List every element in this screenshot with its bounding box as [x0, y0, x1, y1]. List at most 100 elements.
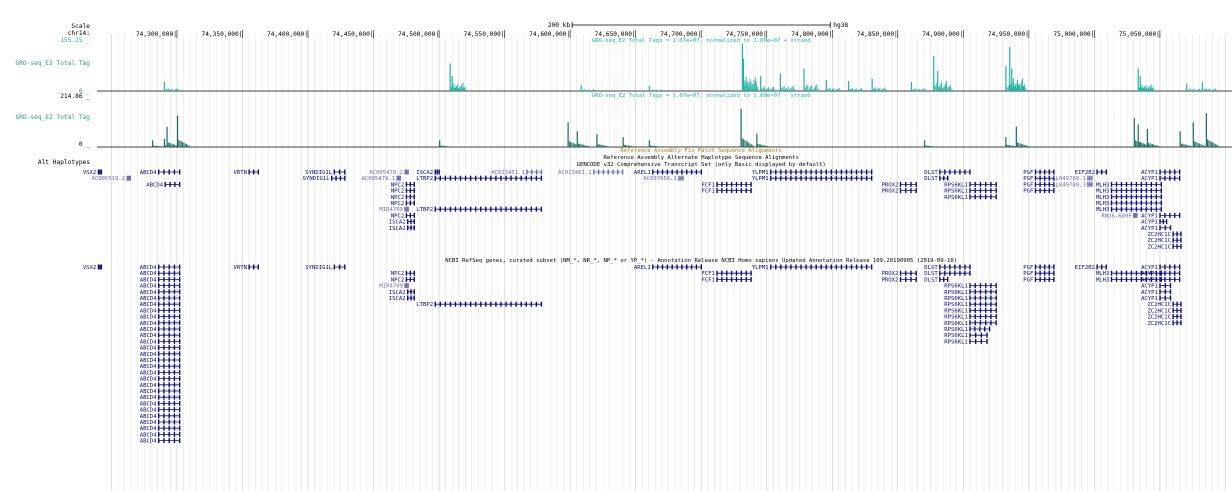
minus-signal-bar [760, 144, 762, 147]
gene-exon [168, 307, 170, 313]
ruler-position-label: 74,300,000| [136, 31, 177, 38]
plus-signal-bar [748, 82, 750, 91]
gene-exon [1115, 194, 1118, 200]
gene-exon [656, 169, 659, 175]
gene-exon [413, 219, 415, 225]
minus-signal-bar [1201, 144, 1203, 147]
gene-exon [969, 283, 971, 289]
gene-exon [974, 301, 976, 307]
gene-exon [995, 283, 997, 289]
gene-exon [168, 425, 170, 431]
refseq-gene-abcd4: ABCD4 [140, 382, 181, 389]
minus-signal-bar [1199, 143, 1201, 147]
gene-exon [1034, 270, 1037, 276]
minus-signal-bar [577, 143, 579, 147]
gene-exon [1172, 314, 1174, 320]
minus-signal-bar [583, 144, 585, 147]
gencode-gene: AC005479.2 [369, 169, 409, 176]
gene-label: ABCD4 [140, 364, 157, 370]
minus-signal-bar [1196, 142, 1198, 147]
plus-signal-bar [921, 89, 923, 91]
minus-signal-bar [745, 140, 747, 147]
gene-label: ABCD4 [140, 370, 157, 376]
plus-signal-bar [785, 88, 786, 91]
minus-signal-bar [750, 144, 752, 147]
gene-exon [979, 289, 982, 295]
plus-signal-bar [872, 89, 874, 91]
plus-signal-bar [941, 85, 942, 91]
gene-exon [686, 264, 688, 270]
gene-exon [178, 169, 181, 175]
gene-exon [979, 194, 982, 200]
gene-exon [515, 206, 517, 212]
plus-track-label[interactable]: GRO-seq_E2 Total Tag [15, 60, 90, 67]
gene-exon [409, 270, 412, 276]
plus-peak [803, 68, 805, 91]
gene-exon [1048, 270, 1050, 276]
gencode-gene: ACYP1 [1141, 175, 1181, 182]
gene-exon [944, 169, 946, 175]
plus-signal-bar [913, 88, 915, 91]
plus-signal-bar [1151, 87, 1153, 91]
refseq-gene: RPS6KL1 [944, 332, 988, 339]
minus-peak [1179, 131, 1181, 147]
refseq-gene: EIF2B2 [1075, 264, 1107, 271]
gencode-gene: YLPM1 [752, 175, 873, 182]
gene-exon [173, 289, 176, 295]
plus-signal-bar [860, 88, 862, 91]
minus-signal-bar [602, 145, 604, 147]
gene-exon [163, 307, 165, 313]
gene-exon [969, 332, 971, 338]
gene-exon [469, 206, 472, 212]
refseq-gene: DLST [924, 276, 949, 283]
gene-exon [1164, 264, 1166, 270]
gene-exon [157, 326, 160, 332]
plus-peak [933, 56, 935, 91]
gene-exon [1178, 169, 1181, 175]
gene-exon [820, 175, 822, 181]
gene-exon [1178, 276, 1181, 282]
minus-signal-bar [757, 143, 759, 147]
plus-signal-bar [753, 80, 755, 91]
gene-exon [469, 301, 472, 307]
gene-exon [344, 264, 346, 270]
gene-exon [163, 419, 165, 425]
plus-signal-bar [1205, 88, 1207, 91]
gencode-gene: AL049780.1 [1052, 175, 1093, 182]
gene-exon [1164, 270, 1166, 276]
plus-peak [847, 81, 850, 91]
gene-exon [168, 438, 170, 444]
minus-signal-bar [1214, 143, 1216, 147]
minus-track-label[interactable]: GRO-seq_E2 Total Tag [15, 114, 90, 121]
gene-exon [855, 264, 858, 270]
gene-exon [178, 338, 181, 344]
minus-signal-bar [1191, 146, 1193, 147]
gene-exon [404, 169, 406, 175]
gene-exon [1172, 301, 1174, 307]
gene-exon [860, 264, 863, 270]
gene-exon [979, 181, 982, 187]
gene-label: AC005519.1 [91, 176, 125, 182]
minus-signal-bar [588, 146, 590, 147]
gene-exon [905, 188, 907, 194]
gene-exon [825, 264, 827, 270]
gene-exon [157, 351, 160, 357]
plus-signal-bar [1006, 87, 1008, 91]
gene-exon [344, 175, 346, 181]
minus-peak [1205, 113, 1207, 147]
gene-label: VRTN [234, 170, 247, 176]
gencode-gene: ISCA2 [389, 225, 415, 232]
gene-exon [974, 188, 976, 194]
gene-exon [163, 314, 165, 320]
gene-exon [969, 295, 971, 301]
gene-exon [969, 264, 971, 270]
plus-signal-bar [1014, 85, 1016, 91]
plus-signal-bar [1020, 81, 1022, 91]
gene-exon [163, 270, 165, 276]
minus-signal-bar [1011, 145, 1013, 147]
gene-exon [1039, 276, 1041, 282]
gene-label: ABCD4 [140, 395, 157, 401]
alt-haplotypes-label[interactable]: Alt Haplotypes [37, 159, 90, 166]
